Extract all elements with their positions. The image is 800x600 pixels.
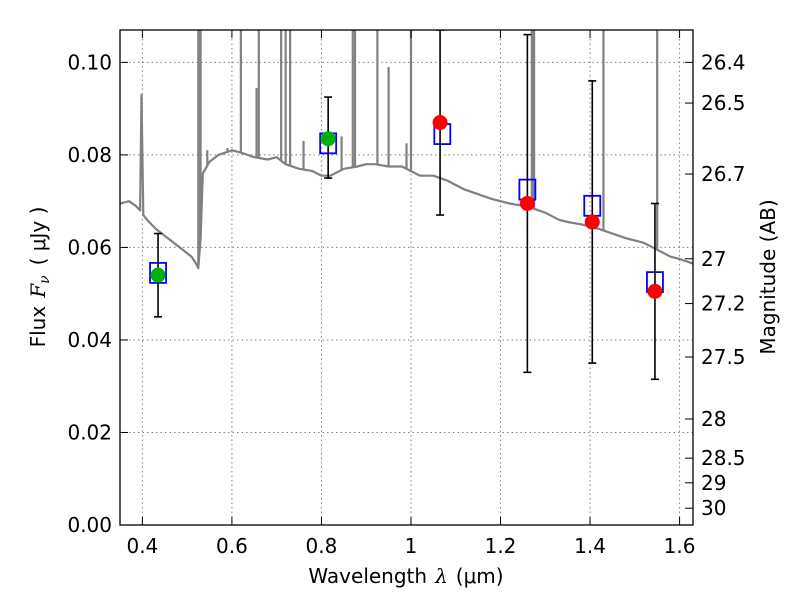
mag-tick-label: 27	[701, 247, 726, 271]
x-tick-label: 1.4	[574, 534, 606, 558]
x-tick-label: 1.6	[664, 534, 696, 558]
x-axis-label-unit: (μm)	[456, 564, 504, 588]
x-axis-label-prefix: Wavelength	[308, 564, 427, 588]
mag-tick-label: 30	[701, 496, 726, 520]
y2-axis-label: Magnitude (AB)	[756, 199, 780, 354]
model-spectrum-line	[120, 93, 693, 270]
mag-tick-label: 27.2	[701, 292, 746, 316]
y-tick-label: 0.10	[67, 50, 112, 74]
observed-flux-point	[150, 267, 166, 283]
observed-flux-point	[647, 283, 663, 299]
x-tick-label: 1.2	[485, 534, 517, 558]
mag-tick-label: 26.7	[701, 162, 746, 186]
y-tick-label: 0.00	[67, 513, 112, 537]
y-axis-label-subscript: ν	[37, 275, 53, 284]
mag-tick-label: 26.4	[701, 50, 746, 74]
y-axis-label-prefix: Flux	[26, 306, 50, 348]
mag-tick-label: 28	[701, 407, 726, 431]
mag-tick-label: 27.5	[701, 345, 746, 369]
y-axis-label-unit: ( μJy )	[26, 207, 50, 266]
x-tick-label: 1	[405, 534, 418, 558]
plot-area	[120, 30, 693, 381]
y-axis-label: Flux Fν ( μJy )	[26, 207, 53, 348]
y-axis-label-symbol: F	[26, 283, 50, 299]
x-tick-label: 0.4	[126, 534, 158, 558]
observed-flux-point	[584, 214, 600, 230]
y-tick-label: 0.06	[67, 235, 112, 259]
observed-flux-point	[519, 195, 535, 211]
x-axis-label-symbol: λ	[434, 564, 448, 588]
x-tick-label: 0.8	[306, 534, 338, 558]
observed-flux-point	[432, 115, 448, 131]
mag-tick-label: 29	[701, 471, 726, 495]
plot-frame	[119, 29, 694, 526]
axis-ticks: 0.4 0.6 0.8 1 1.2 1.4 1.6 0.00 0.02 0.04 0.06 0.08 0…	[67, 30, 746, 558]
mag-tick-label: 26.5	[701, 91, 746, 115]
x-tick-label: 0.6	[216, 534, 248, 558]
mag-tick-label: 28.5	[701, 446, 746, 470]
y-tick-label: 0.08	[67, 143, 112, 167]
x-axis-label: Wavelength λ (μm)	[308, 564, 503, 588]
y-tick-label: 0.04	[67, 328, 112, 352]
observed-flux-point	[320, 131, 336, 147]
y-tick-label: 0.02	[67, 420, 112, 444]
